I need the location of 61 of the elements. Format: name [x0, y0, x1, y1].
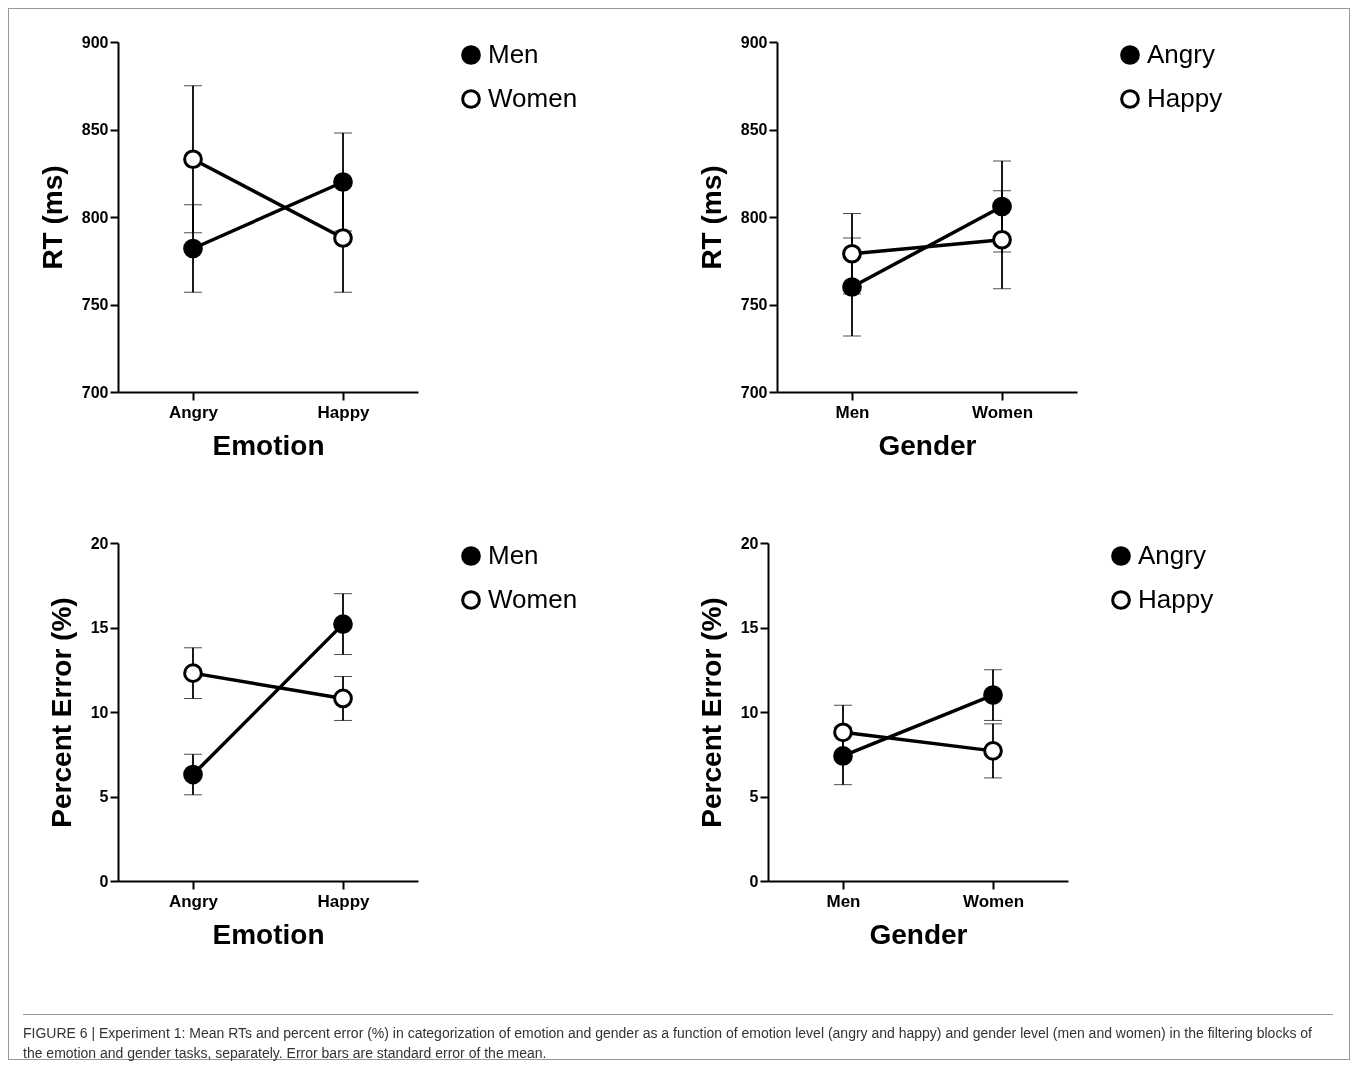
legend-label: Happy	[1147, 83, 1223, 113]
y-tick-label: 850	[740, 121, 768, 138]
caption: FIGURE 6 | Experiment 1: Mean RTs and percent error (%) in categorization of emotion and gender as a function of emotion level (angry and happy) and gender level (men and women) in the filtering blocks of the emotion and gender tasks, separately. Error bars are standard error of the mean.	[23, 1014, 1333, 1064]
point	[333, 228, 353, 248]
y-tick-label: 750	[740, 296, 768, 313]
legend-label: Women	[488, 83, 578, 113]
x-axis-title: Gender	[869, 918, 968, 950]
point	[183, 764, 203, 785]
x-tick-label: Happy	[317, 402, 371, 422]
y-tick-label: 20	[90, 534, 109, 552]
y-tick-label: 15	[740, 619, 759, 636]
y-tick-label: 800	[740, 208, 768, 226]
point	[833, 722, 853, 743]
y-tick-label: 5	[749, 788, 759, 805]
y-axis-title: Percent Error (%)	[695, 597, 727, 828]
y-tick-label: 900	[740, 33, 768, 51]
point	[333, 688, 353, 709]
point	[842, 243, 862, 264]
legend-label: Angry	[1147, 39, 1215, 69]
point	[333, 172, 353, 192]
y-tick-label: 700	[740, 383, 768, 401]
x-axis-title: Emotion	[212, 918, 325, 950]
legend-label: Happy	[1138, 584, 1214, 614]
x-axis-title: Emotion	[212, 429, 325, 461]
y-axis-title: RT (ms)	[36, 165, 68, 270]
legend-label: Angry	[1138, 540, 1206, 570]
legend-label: Men	[488, 39, 539, 69]
y-tick-label: 800	[81, 208, 109, 226]
point	[992, 196, 1012, 217]
legend-label: Women	[488, 584, 578, 614]
y-tick-label: 900	[81, 33, 109, 51]
x-tick-label: Men	[835, 402, 870, 422]
x-axis-title: Gender	[878, 429, 977, 461]
x-tick-label: Angry	[168, 402, 219, 422]
x-tick-label: Women	[971, 402, 1034, 422]
y-tick-label: 750	[81, 296, 109, 313]
point	[983, 685, 1003, 705]
point	[842, 277, 862, 297]
point	[333, 614, 353, 634]
y-tick-label: 700	[81, 383, 109, 401]
x-tick-label: Happy	[317, 891, 371, 911]
y-tick-label: 0	[99, 872, 109, 890]
y-tick-label: 850	[81, 121, 109, 138]
y-tick-label: 10	[740, 703, 759, 721]
y-tick-label: 5	[99, 788, 109, 805]
x-tick-label: Men	[826, 891, 861, 911]
point	[983, 741, 1003, 761]
x-tick-label: Angry	[168, 891, 219, 911]
point	[992, 229, 1012, 250]
y-axis-title: RT (ms)	[695, 165, 727, 270]
point	[833, 746, 853, 766]
y-axis-title: Percent Error (%)	[45, 597, 77, 828]
y-tick-label: 0	[749, 872, 759, 890]
y-tick-label: 20	[740, 534, 759, 552]
x-tick-label: Women	[962, 891, 1025, 911]
legend-label: Men	[488, 540, 539, 570]
point	[183, 149, 203, 170]
point	[183, 663, 203, 683]
y-tick-label: 10	[90, 703, 109, 721]
y-tick-label: 15	[90, 619, 109, 636]
point	[183, 238, 203, 259]
